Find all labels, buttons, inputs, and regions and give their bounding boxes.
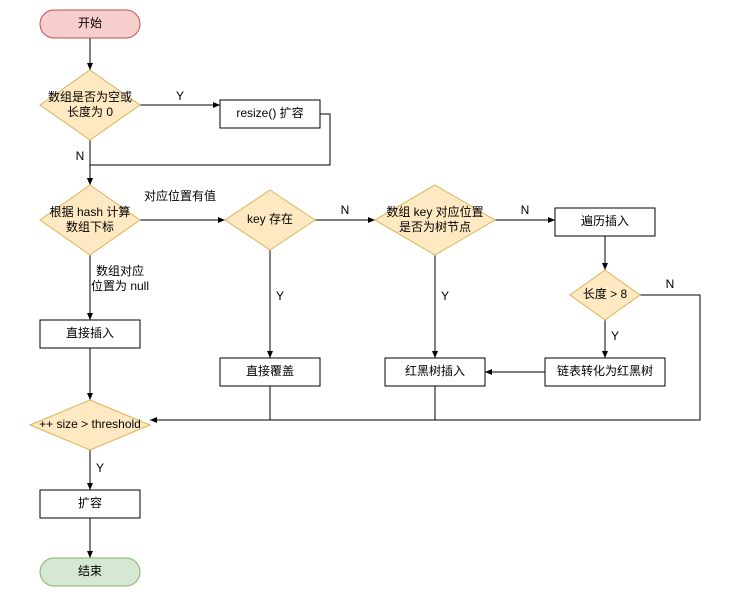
edge-label: Y xyxy=(441,289,449,303)
node-label: 是否为树节点 xyxy=(399,219,471,234)
node-p_resize: resize() 扩容 xyxy=(220,100,320,128)
node-p_traverse: 遍历插入 xyxy=(555,208,655,236)
node-label: 直接覆盖 xyxy=(246,363,294,378)
edge-label: N xyxy=(76,149,85,163)
node-label: 直接插入 xyxy=(66,325,114,340)
node-label: 开始 xyxy=(78,16,102,30)
edge-label: Y xyxy=(276,289,284,303)
node-p_rbinsert: 红黑树插入 xyxy=(385,358,485,386)
node-label: resize() 扩容 xyxy=(236,105,303,120)
node-d_len8: 长度 > 8 xyxy=(570,270,640,320)
edge-label: N xyxy=(341,203,350,217)
edge-label: Y xyxy=(96,461,104,475)
node-d_hash: 根据 hash 计算数组下标 xyxy=(40,185,140,255)
edge xyxy=(150,386,270,420)
edge-label: N xyxy=(521,203,530,217)
node-label: ++ size > threshold xyxy=(39,417,141,431)
node-label: 结束 xyxy=(78,564,102,578)
node-label: 数组下标 xyxy=(66,219,114,234)
edge-label: N xyxy=(666,277,675,291)
node-d_empty: 数组是否为空或长度为 0 xyxy=(40,70,140,140)
node-label: 扩容 xyxy=(78,495,102,510)
node-p_expand: 扩容 xyxy=(40,490,140,518)
node-label: 数组 key 对应位置 xyxy=(386,204,483,219)
node-p_torbtree: 链表转化为红黑树 xyxy=(545,358,665,386)
edge-label: Y xyxy=(611,329,619,343)
node-p_insert: 直接插入 xyxy=(40,320,140,348)
node-label: 遍历插入 xyxy=(581,214,629,228)
node-label: 长度为 0 xyxy=(67,104,113,119)
node-label: 长度 > 8 xyxy=(583,286,628,301)
node-start: 开始 xyxy=(40,10,140,38)
nodes-layer: 开始数组是否为空或长度为 0 resize() 扩容根据 hash 计算数组下标 k… xyxy=(30,10,665,586)
node-d_key: key 存在 xyxy=(225,190,315,250)
node-d_size: ++ size > threshold xyxy=(30,400,150,450)
node-label: 根据 hash 计算 xyxy=(50,204,131,219)
node-end: 结束 xyxy=(40,558,140,586)
node-label: key 存在 xyxy=(247,212,293,226)
edge-label: Y xyxy=(176,89,184,103)
edge-label: 对应位置有值 xyxy=(144,188,216,203)
node-label: 链表转化为红黑树 xyxy=(557,363,653,378)
node-d_tree: 数组 key 对应位置是否为树节点 xyxy=(375,185,495,255)
flowchart-canvas: YN对应位置有值数组对应位置为 nullNYNYNYY开始数组是否为空或长度为 … xyxy=(0,0,731,606)
edge-label: 位置为 null xyxy=(91,278,149,293)
edge xyxy=(270,386,435,420)
node-p_override: 直接覆盖 xyxy=(220,358,320,386)
node-label: 红黑树插入 xyxy=(405,363,465,378)
node-label: 数组是否为空或 xyxy=(48,89,132,104)
edge-label: 数组对应 xyxy=(96,263,144,278)
